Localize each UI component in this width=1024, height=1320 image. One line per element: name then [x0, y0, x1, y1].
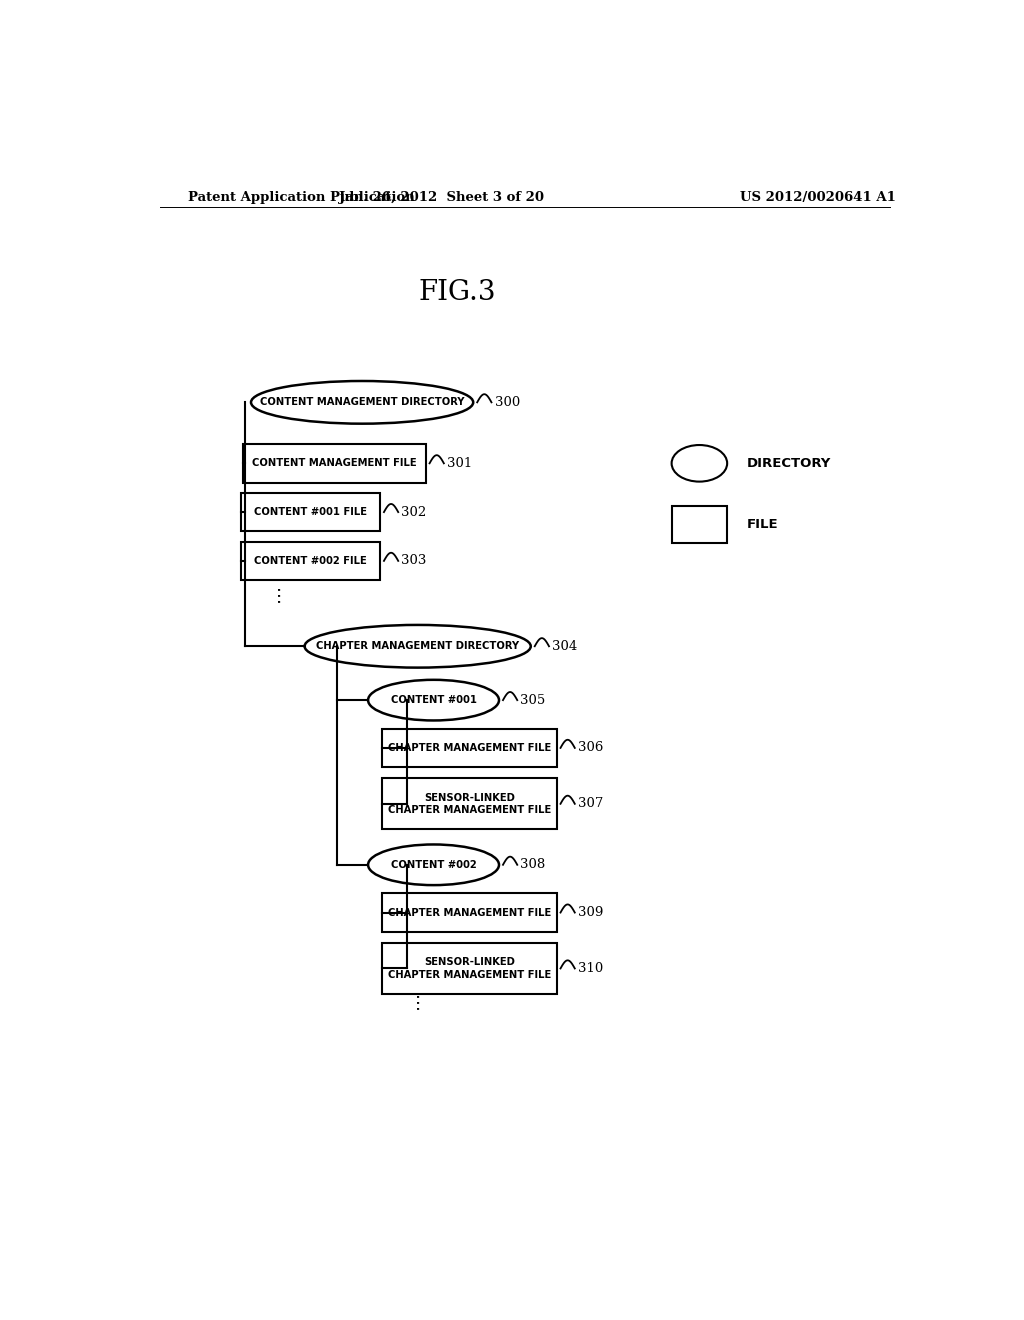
Text: ⋯: ⋯: [409, 991, 427, 1008]
Text: ⋯: ⋯: [269, 585, 288, 602]
Text: SENSOR-LINKED
CHAPTER MANAGEMENT FILE: SENSOR-LINKED CHAPTER MANAGEMENT FILE: [388, 792, 551, 814]
Text: CONTENT #002: CONTENT #002: [391, 859, 476, 870]
Text: CONTENT #002 FILE: CONTENT #002 FILE: [254, 556, 367, 566]
Text: 304: 304: [552, 640, 578, 653]
Text: CHAPTER MANAGEMENT DIRECTORY: CHAPTER MANAGEMENT DIRECTORY: [316, 642, 519, 651]
Text: CONTENT #001 FILE: CONTENT #001 FILE: [254, 507, 367, 517]
Text: Patent Application Publication: Patent Application Publication: [187, 190, 415, 203]
Text: 301: 301: [447, 457, 472, 470]
Text: 305: 305: [520, 693, 546, 706]
Text: 303: 303: [401, 554, 427, 568]
Text: CONTENT MANAGEMENT DIRECTORY: CONTENT MANAGEMENT DIRECTORY: [260, 397, 464, 408]
Text: 308: 308: [520, 858, 546, 871]
Text: CONTENT #001: CONTENT #001: [390, 696, 476, 705]
Text: FILE: FILE: [748, 517, 778, 531]
Text: CONTENT MANAGEMENT FILE: CONTENT MANAGEMENT FILE: [252, 458, 417, 469]
Text: 302: 302: [401, 506, 427, 519]
Text: CHAPTER MANAGEMENT FILE: CHAPTER MANAGEMENT FILE: [388, 908, 551, 917]
Text: 306: 306: [578, 742, 603, 755]
Text: Jan. 26, 2012  Sheet 3 of 20: Jan. 26, 2012 Sheet 3 of 20: [339, 190, 544, 203]
Text: 307: 307: [578, 797, 603, 810]
Text: US 2012/0020641 A1: US 2012/0020641 A1: [740, 190, 896, 203]
Text: SENSOR-LINKED
CHAPTER MANAGEMENT FILE: SENSOR-LINKED CHAPTER MANAGEMENT FILE: [388, 957, 551, 979]
Text: 310: 310: [578, 962, 603, 975]
Text: DIRECTORY: DIRECTORY: [748, 457, 831, 470]
Text: FIG.3: FIG.3: [419, 279, 496, 306]
Text: 309: 309: [578, 906, 603, 919]
Text: 300: 300: [495, 396, 520, 409]
Text: CHAPTER MANAGEMENT FILE: CHAPTER MANAGEMENT FILE: [388, 743, 551, 752]
